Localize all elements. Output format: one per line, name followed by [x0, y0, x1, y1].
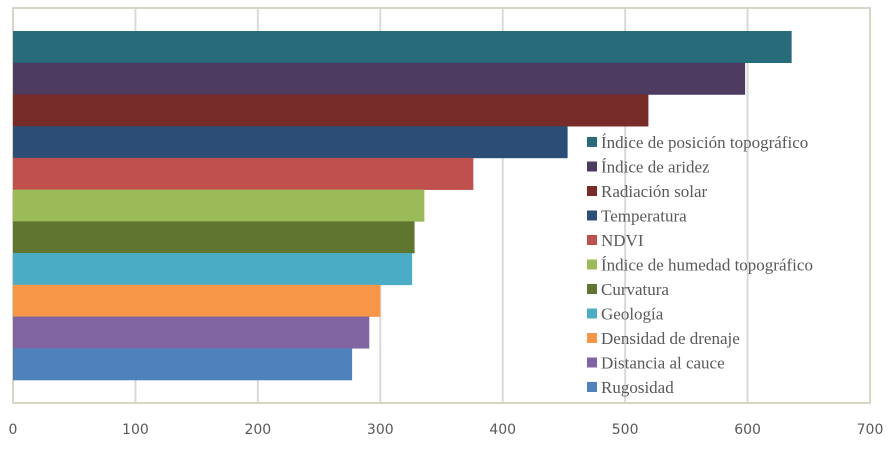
legend-label: Índice de aridez — [601, 158, 710, 177]
x-tick-label: 0 — [9, 422, 18, 438]
x-tick-label: 600 — [734, 422, 761, 438]
legend-swatch — [587, 186, 597, 196]
legend-label: Temperatura — [601, 207, 687, 226]
bar-5 — [13, 157, 474, 190]
x-tick-label: 700 — [857, 422, 884, 438]
legend-label: Densidad de drenaje — [601, 329, 740, 348]
legend-swatch — [587, 382, 597, 392]
legend-swatch — [587, 161, 597, 172]
legend-swatch — [587, 210, 597, 221]
legend-swatch — [587, 333, 597, 343]
legend-label: Curvatura — [601, 280, 669, 299]
legend-label: Geología — [601, 305, 664, 324]
legend-label: NDVI — [601, 231, 644, 250]
bar-1 — [13, 31, 792, 64]
bar-8 — [13, 253, 413, 286]
legend-swatch — [587, 308, 597, 319]
bar-4 — [13, 126, 568, 159]
bar-6 — [13, 189, 425, 222]
bar-11 — [13, 348, 353, 381]
bar-2 — [13, 62, 746, 95]
legend-swatch — [587, 137, 597, 147]
legend-swatch — [587, 284, 597, 294]
legend-swatch — [587, 259, 597, 270]
legend-swatch — [587, 357, 597, 368]
bar-3 — [13, 94, 649, 127]
legend-label: Radiación solar — [601, 182, 708, 201]
x-tick-label: 300 — [367, 422, 394, 438]
x-tick-label: 400 — [489, 422, 516, 438]
legend-label: Distancia al cauce — [601, 354, 725, 373]
bar-7 — [13, 221, 415, 254]
legend-label: Índice de humedad topográfico — [601, 256, 813, 275]
bar-9 — [13, 284, 381, 317]
legend-swatch — [587, 235, 597, 245]
x-tick-label: 500 — [612, 422, 639, 438]
legend-label: Rugosidad — [601, 378, 674, 397]
bar-10 — [13, 316, 370, 349]
x-tick-label: 200 — [244, 422, 271, 438]
x-tick-label: 100 — [122, 422, 149, 438]
legend-label: Índice de posición topográfico — [601, 133, 808, 152]
